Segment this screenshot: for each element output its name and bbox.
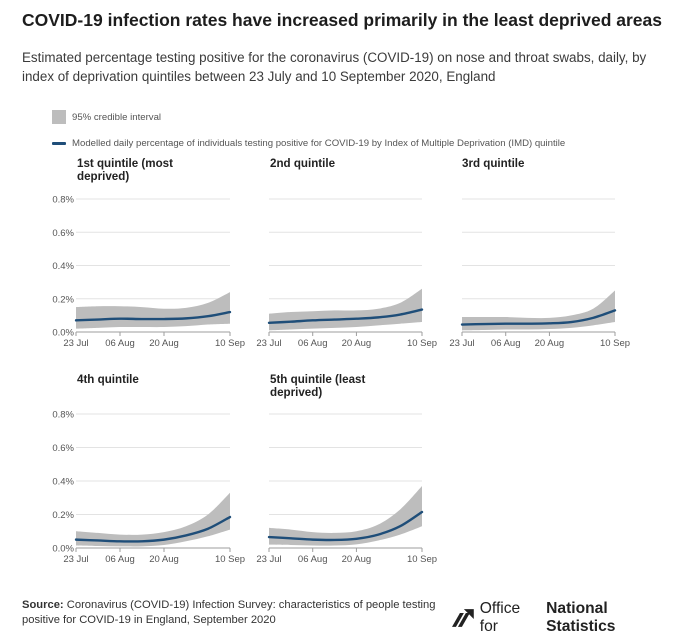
y-tick-label: 0.8% bbox=[52, 410, 74, 421]
x-tick-label: 20 Aug bbox=[342, 338, 372, 349]
ons-logo-icon bbox=[452, 609, 474, 627]
x-tick-label: 10 Sep bbox=[407, 554, 437, 565]
y-tick-label: 0.2% bbox=[52, 294, 74, 305]
x-tick-label: 10 Sep bbox=[215, 338, 245, 349]
panel-title: 4th quintile bbox=[77, 373, 139, 386]
x-tick-label: 06 Aug bbox=[105, 554, 135, 565]
panel-title: deprived) bbox=[270, 386, 322, 399]
ci-band bbox=[76, 492, 230, 547]
y-tick-label: 0.6% bbox=[52, 443, 74, 454]
y-tick-label: 0.4% bbox=[52, 477, 74, 488]
panel-2: 2nd quintile 23 Jul 06 Aug 20 Aug 10 Sep bbox=[256, 157, 437, 349]
chart-title: COVID-19 infection rates have increased … bbox=[22, 10, 662, 30]
panel-title: 5th quintile (least bbox=[270, 373, 365, 386]
x-tick-label: 10 Sep bbox=[215, 554, 245, 565]
x-tick-label: 20 Aug bbox=[149, 554, 179, 565]
panel-4: 4th quintile 0.0% 0.2% 0.4% 0.6% 0.8% 23 Jul 06… bbox=[52, 373, 245, 565]
x-tick-label: 06 Aug bbox=[298, 338, 328, 349]
y-tick-label: 0.2% bbox=[52, 510, 74, 521]
x-tick-label: 20 Aug bbox=[342, 554, 372, 565]
series-line bbox=[74, 310, 232, 322]
x-tick-label: 23 Jul bbox=[449, 338, 474, 349]
legend-line: Modelled daily percentage of individuals… bbox=[52, 138, 565, 149]
y-tick-label: 0.0% bbox=[52, 544, 74, 555]
x-tick-label: 06 Aug bbox=[105, 338, 135, 349]
x-tick-label: 23 Jul bbox=[63, 338, 88, 349]
y-tick-label: 0.0% bbox=[52, 328, 74, 339]
brand-prefix: Office for bbox=[479, 600, 521, 635]
x-tick-label: 23 Jul bbox=[63, 554, 88, 565]
x-tick-label: 20 Aug bbox=[149, 338, 179, 349]
legend-line-label: Modelled daily percentage of individuals… bbox=[72, 138, 566, 149]
x-tick-label: 23 Jul bbox=[256, 338, 281, 349]
source-note: Source: Coronavirus (COVID-19) Infection… bbox=[22, 598, 452, 628]
panel-title: 2nd quintile bbox=[270, 157, 336, 170]
legend-ci: 95% credible interval bbox=[52, 110, 161, 124]
source-text: Coronavirus (COVID-19) Infection Survey:… bbox=[22, 599, 436, 626]
brand-strong: National Statistics bbox=[546, 600, 616, 635]
x-tick-label: 10 Sep bbox=[600, 338, 630, 349]
x-tick-label: 10 Sep bbox=[407, 338, 437, 349]
chart-subtitle: Estimated percentage testing positive fo… bbox=[22, 50, 647, 84]
legend-line-swatch bbox=[52, 142, 66, 145]
panel-3: 3rd quintile 23 Jul 06 Aug 20 Aug 10 Sep bbox=[449, 157, 630, 349]
x-tick-label: 06 Aug bbox=[298, 554, 328, 565]
x-tick-label: 23 Jul bbox=[256, 554, 281, 565]
series-line bbox=[460, 309, 617, 326]
y-tick-label: 0.4% bbox=[52, 261, 74, 272]
y-tick-label: 0.6% bbox=[52, 228, 74, 239]
panel-title: 3rd quintile bbox=[462, 157, 525, 170]
legend-ci-label: 95% credible interval bbox=[72, 111, 162, 123]
ci-band bbox=[76, 292, 230, 329]
ons-brand: Office for National Statistics bbox=[452, 600, 680, 636]
panel-title: deprived) bbox=[77, 170, 129, 183]
x-tick-label: 06 Aug bbox=[491, 338, 521, 349]
ci-band bbox=[269, 486, 422, 546]
y-tick-label: 0.8% bbox=[52, 195, 74, 206]
legend-ci-swatch bbox=[52, 110, 66, 124]
series-line bbox=[267, 510, 424, 542]
series-line bbox=[267, 308, 424, 325]
ci-band bbox=[269, 288, 422, 331]
panel-title: 1st quintile (most bbox=[77, 157, 173, 170]
series-line bbox=[74, 515, 232, 543]
source-label: Source: bbox=[22, 599, 64, 611]
x-tick-label: 20 Aug bbox=[535, 338, 565, 349]
